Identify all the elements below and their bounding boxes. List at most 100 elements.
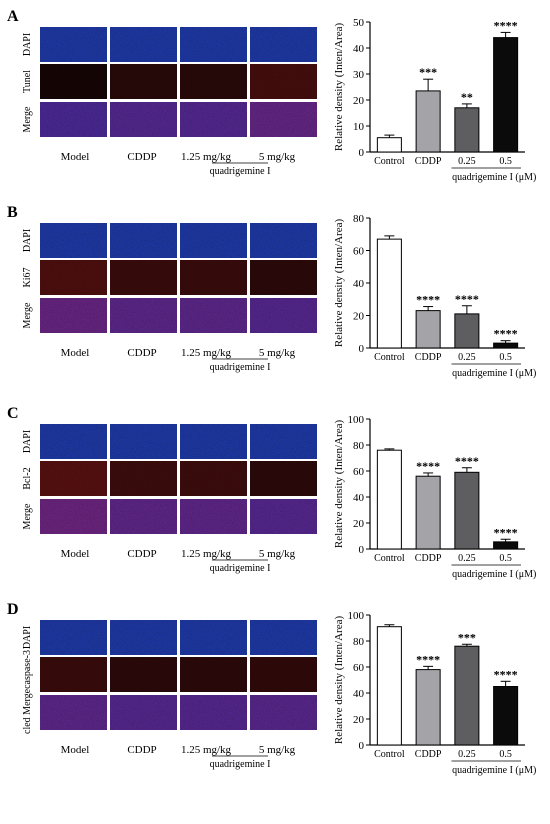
micrograph-texture [180, 424, 247, 459]
significance-label: **** [494, 327, 518, 341]
x-axis-label: quadrigemine I (μM) [452, 569, 536, 580]
group-label-0: Model [61, 151, 90, 163]
micrograph [40, 260, 107, 295]
row-label-0: DAPI [22, 430, 33, 453]
bar [376, 449, 402, 550]
micrograph [250, 260, 317, 295]
y-tick-label: 40 [353, 688, 365, 700]
micrograph [180, 298, 247, 333]
micrograph-texture [250, 260, 317, 295]
significance-label: **** [416, 293, 440, 307]
y-tick-label: 0 [359, 740, 365, 752]
micrograph [250, 461, 317, 496]
micrograph [250, 223, 317, 258]
row-label-2: Merge [22, 302, 33, 328]
micrograph-texture [40, 695, 107, 730]
micrograph [40, 620, 107, 655]
panel-b: B DAPI Ki67 Merge Model CDDP 1.25 mg/kg 5 mg/kg… [7, 204, 536, 379]
micrograph-texture [250, 298, 317, 333]
bar [376, 137, 402, 153]
y-tick-label: 60 [353, 246, 365, 258]
micrograph [40, 27, 107, 62]
y-tick-label: 80 [353, 636, 365, 648]
micrograph-texture [180, 298, 247, 333]
micrograph-texture [40, 499, 107, 534]
micrograph-texture [40, 461, 107, 496]
micrograph-texture [250, 499, 317, 534]
y-tick-label: 20 [353, 95, 365, 107]
micrograph-texture [110, 695, 177, 730]
significance-label: *** [458, 630, 476, 644]
row-label-2: Merge [22, 503, 33, 529]
bar [376, 238, 402, 349]
category-label: 0.5 [499, 749, 512, 760]
y-tick-label: 20 [353, 311, 365, 323]
y-tick-label: 40 [353, 43, 365, 55]
group-label-2: 1.25 mg/kg [181, 744, 232, 756]
y-tick-label: 60 [353, 466, 365, 478]
group-label-1: CDDP [127, 347, 156, 359]
micrograph [180, 102, 247, 137]
y-tick-label: 80 [353, 440, 365, 452]
row-label-1: Bcl-2 [22, 467, 33, 489]
micrograph [40, 298, 107, 333]
y-tick-label: 10 [353, 121, 365, 133]
micrograph-texture [40, 260, 107, 295]
micrograph-texture [110, 260, 177, 295]
y-tick-label: 20 [353, 714, 365, 726]
micrograph [110, 499, 177, 534]
bar-chart: 0 10 20 30 40 50 Relative density (Inten/Area)… [333, 17, 536, 183]
group-label-0: Model [61, 744, 90, 756]
y-tick-label: 100 [348, 610, 365, 622]
micrograph-texture [250, 461, 317, 496]
x-axis-label: quadrigemine I (μM) [452, 368, 536, 379]
panel-letter: C [7, 405, 19, 422]
y-tick-label: 0 [359, 544, 365, 556]
significance-label: **** [455, 454, 479, 468]
micrograph-texture [110, 64, 177, 99]
category-label: Control [374, 749, 405, 760]
micrograph-texture [40, 657, 107, 692]
micrograph-texture [40, 620, 107, 655]
micrograph-texture [110, 657, 177, 692]
micrograph-texture [40, 424, 107, 459]
bar [415, 310, 441, 349]
micrograph-texture [110, 620, 177, 655]
category-label: 0.25 [458, 156, 476, 167]
y-tick-label: 0 [359, 343, 365, 355]
x-axis-label: quadrigemine I (μM) [452, 765, 536, 776]
panel-letter: D [7, 601, 19, 618]
micrograph [110, 657, 177, 692]
micrograph [40, 424, 107, 459]
y-tick-label: 40 [353, 278, 365, 290]
micrograph [250, 64, 317, 99]
bar [454, 313, 480, 349]
bar [454, 645, 480, 746]
category-label: 0.5 [499, 553, 512, 564]
micrograph-texture [180, 223, 247, 258]
group-caption: quadrigemine I [210, 166, 271, 177]
micrograph [250, 695, 317, 730]
significance-label: **** [494, 525, 518, 539]
micrograph-texture [40, 64, 107, 99]
category-label: 0.25 [458, 352, 476, 363]
bar [493, 541, 519, 550]
group-label-3: 5 mg/kg [259, 347, 296, 359]
micrograph [250, 298, 317, 333]
group-label-3: 5 mg/kg [259, 151, 296, 163]
group-label-2: 1.25 mg/kg [181, 548, 232, 560]
y-tick-label: 40 [353, 492, 365, 504]
micrograph [110, 102, 177, 137]
micrograph-texture [180, 64, 247, 99]
row-label-0: DAPI [22, 33, 33, 56]
micrograph-texture [110, 461, 177, 496]
group-label-1: CDDP [127, 548, 156, 560]
bar [376, 626, 402, 746]
micrograph-texture [250, 620, 317, 655]
panel-letter: A [7, 8, 19, 25]
y-tick-label: 100 [348, 414, 365, 426]
group-label-2: 1.25 mg/kg [181, 347, 232, 359]
micrograph [180, 260, 247, 295]
